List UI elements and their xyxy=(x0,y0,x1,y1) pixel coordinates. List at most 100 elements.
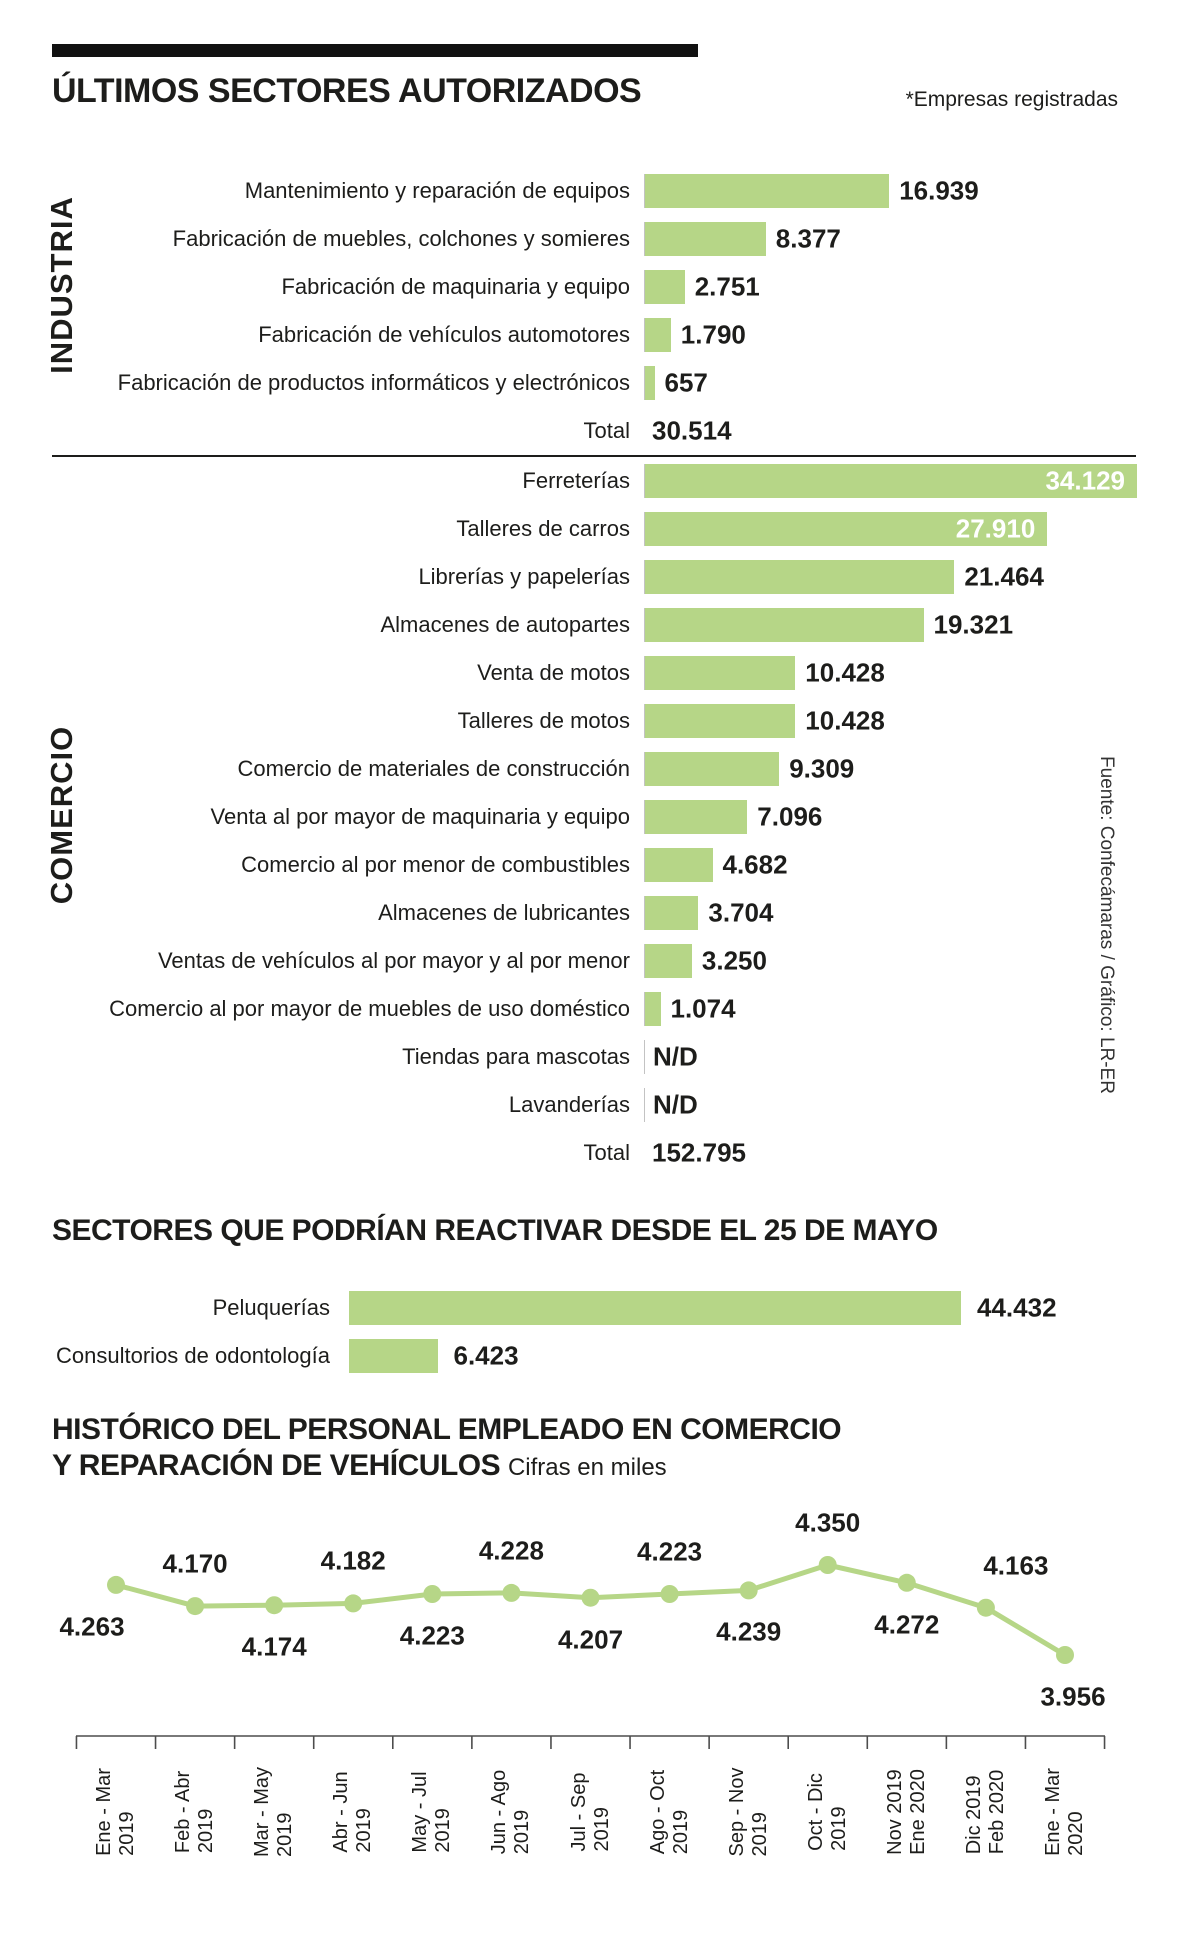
bar-track: 34.129 xyxy=(644,464,1137,498)
bar-category-label: Venta de motos xyxy=(52,660,644,686)
bar-value-label: 44.432 xyxy=(977,1292,1057,1323)
bar xyxy=(645,270,685,304)
bar-value-label: 34.129 xyxy=(1045,465,1125,496)
bar-row: Almacenes de autopartes 19.321 xyxy=(52,601,1136,649)
bar-value-label: 4.682 xyxy=(722,849,788,880)
data-point xyxy=(1056,1646,1074,1664)
point-value-label: 4.163 xyxy=(983,1550,1049,1581)
bar-category-text: Peluquerías xyxy=(212,1295,330,1320)
bar-value-label: 10.428 xyxy=(805,705,885,736)
x-tick-line2: 2019 xyxy=(827,1806,850,1851)
bar-row: Consultorios de odontología 6.423 xyxy=(52,1332,1136,1380)
point-value-label: 4.263 xyxy=(59,1611,125,1642)
bar-track: 7.096 xyxy=(644,800,1136,834)
bar-category-label: Ferreterías xyxy=(52,468,644,494)
bar-track: 27.910 xyxy=(644,512,1136,546)
bar-category-label: Tiendas para mascotas xyxy=(52,1044,644,1070)
point-value-label: 4.223 xyxy=(399,1620,465,1651)
reactivation-title: SECTORES QUE PODRÍAN REACTIVAR DESDE EL … xyxy=(52,1214,938,1247)
bar-value-label: 6.423 xyxy=(453,1340,519,1371)
bar-track: 3.250 xyxy=(644,944,1136,978)
bar-category-label: Lavanderías xyxy=(52,1092,644,1118)
x-tick-label: Ago - Oct 2019 xyxy=(647,1770,693,1854)
x-tick-label: Ene - Mar 2019 xyxy=(93,1768,139,1856)
x-tick-line1: Ago - Oct xyxy=(646,1769,669,1855)
bar-category-label: Talleres de motos xyxy=(52,708,644,734)
bar xyxy=(645,512,1048,546)
bar-category-label: Comercio al por menor de combustibles xyxy=(52,852,644,878)
bar-row: Comercio al por mayor de muebles de uso … xyxy=(52,985,1136,1033)
bar xyxy=(349,1339,438,1373)
source-credit: Fuente: Confecámaras / Gráfico: LR-ER xyxy=(1096,756,1117,1094)
bar-row: Tiendas para mascotas N/D xyxy=(52,1033,1136,1081)
bar xyxy=(645,992,661,1026)
bar-category-label: Fabricación de maquinaria y equipo xyxy=(52,274,644,300)
x-tick-line1: Jul - Sep xyxy=(567,1772,590,1852)
bar-value-label: 16.939 xyxy=(899,175,979,206)
bar xyxy=(645,944,692,978)
bar-category-text: Almacenes de lubricantes xyxy=(378,900,630,925)
bar xyxy=(349,1291,961,1325)
bar xyxy=(645,608,924,642)
x-tick-line2: 2019 xyxy=(669,1809,692,1855)
total-row-label: Total xyxy=(52,418,644,444)
x-tick-line2: 2019 xyxy=(353,1808,376,1853)
bar-category-text: Fabricación de maquinaria y equipo xyxy=(281,274,630,299)
x-tick-line1: Nov 2019 xyxy=(883,1769,906,1855)
bar-track: 44.432 xyxy=(349,1291,1136,1325)
x-tick-line2: 2019 xyxy=(195,1808,218,1854)
bar-row: Mantenimiento y reparación de equipos 16.… xyxy=(52,167,1136,215)
total-row: Total 152.795 xyxy=(52,1129,1136,1177)
x-tick-label: Abr - Jun 2019 xyxy=(330,1771,376,1852)
bar xyxy=(645,656,796,690)
page-title: ÚLTIMOS SECTORES AUTORIZADOS xyxy=(52,72,642,110)
x-tick-label: Jul - Sep 2019 xyxy=(568,1773,614,1852)
x-tick-line2: 2019 xyxy=(432,1808,455,1853)
data-point xyxy=(818,1556,837,1574)
x-tick-line1: Ene - Mar xyxy=(1042,1768,1064,1856)
reactivation-chart: Peluquerías 44.432 Consultorios de odontol… xyxy=(52,1284,1136,1380)
bar-track: 10.428 xyxy=(644,704,1136,738)
bar-category-text: Fabricación de productos informáticos y … xyxy=(117,370,630,395)
data-point xyxy=(976,1598,995,1617)
x-tick-label: May - Jul 2019 xyxy=(409,1771,455,1852)
nd-value-label: N/D xyxy=(653,1041,698,1072)
line-chart-canvas xyxy=(75,1556,1106,1749)
bar xyxy=(645,752,780,786)
bar-category-text: Ferreterías xyxy=(522,468,630,493)
x-tick-label: Ene - Mar 2020 xyxy=(1042,1768,1088,1856)
x-tick-line2: 2019 xyxy=(116,1811,138,1856)
x-tick-line1: Dic 2019 xyxy=(962,1775,985,1855)
bar-track: 10.428 xyxy=(644,656,1136,690)
bar-track: 21.464 xyxy=(644,560,1136,594)
bar-value-label: 27.910 xyxy=(955,513,1036,544)
bar-value-label: 7.096 xyxy=(757,801,823,832)
bar-value-label: 8.377 xyxy=(775,223,841,254)
data-point xyxy=(581,1588,600,1607)
total-track: 152.795 xyxy=(644,1136,1136,1170)
bar-category-label: Fabricación de muebles, colchones y somi… xyxy=(52,226,644,252)
x-tick-line2: Ene 2020 xyxy=(906,1769,929,1855)
point-value-label: 3.956 xyxy=(1040,1681,1106,1712)
bar-category-label: Almacenes de lubricantes xyxy=(52,900,644,926)
bar-value-label: 21.464 xyxy=(964,561,1044,592)
x-tick-line1: Abr - Jun xyxy=(330,1771,353,1853)
bar-track: 9.309 xyxy=(644,752,1136,786)
bar-category-text: Ventas de vehículos al por mayor y al po… xyxy=(157,948,630,973)
bar xyxy=(645,318,671,352)
bar-value-label: 19.321 xyxy=(933,609,1014,640)
group-label-comercio: COMERCIO xyxy=(44,725,79,905)
x-tick-label: Dic 2019 Feb 2020 xyxy=(963,1770,1009,1855)
data-point xyxy=(423,1585,442,1603)
bar-category-label: Venta al por mayor de maquinaria y equip… xyxy=(52,804,644,830)
x-tick-line1: Sep - Nov xyxy=(725,1767,748,1857)
bar-row: Fabricación de productos informáticos y … xyxy=(52,359,1136,407)
x-tick-label: Nov 2019 Ene 2020 xyxy=(884,1769,930,1855)
bar-category-text: Fabricación de muebles, colchones y somi… xyxy=(172,226,630,251)
data-point xyxy=(739,1581,758,1600)
bar-row: Venta de motos 10.428 xyxy=(52,649,1136,697)
bar-row: Librerías y papelerías 21.464 xyxy=(52,553,1136,601)
bar-row: Talleres de motos 10.428 xyxy=(52,697,1136,745)
total-row: Total 30.514 xyxy=(52,407,1136,455)
